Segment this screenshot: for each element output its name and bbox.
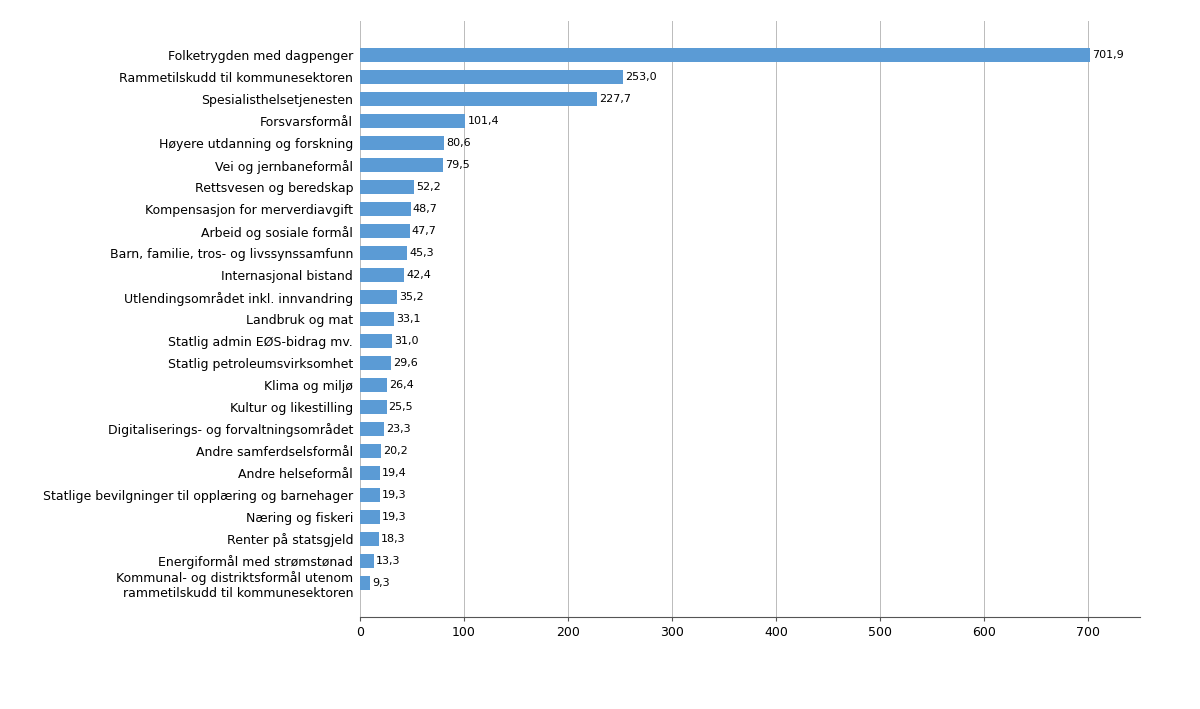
Bar <box>360 532 379 546</box>
Text: 25,5: 25,5 <box>389 402 413 412</box>
Bar <box>360 268 404 282</box>
Text: 19,3: 19,3 <box>382 490 407 500</box>
Text: 35,2: 35,2 <box>398 292 424 302</box>
Bar <box>360 312 395 326</box>
Text: 29,6: 29,6 <box>392 358 418 368</box>
Bar <box>360 158 443 172</box>
Text: 80,6: 80,6 <box>446 138 470 148</box>
Text: 701,9: 701,9 <box>1092 50 1124 60</box>
Text: 48,7: 48,7 <box>413 204 438 214</box>
Bar <box>360 400 386 414</box>
Text: 227,7: 227,7 <box>599 94 631 104</box>
Text: 19,3: 19,3 <box>382 512 407 522</box>
Text: 9,3: 9,3 <box>372 578 389 588</box>
Bar <box>360 246 407 260</box>
Text: 31,0: 31,0 <box>395 336 419 346</box>
Bar <box>360 180 414 194</box>
Text: 101,4: 101,4 <box>468 116 499 126</box>
Bar <box>360 136 444 150</box>
Text: 33,1: 33,1 <box>396 314 421 324</box>
Bar <box>360 510 380 524</box>
Text: 79,5: 79,5 <box>445 160 469 170</box>
Text: 45,3: 45,3 <box>409 248 434 258</box>
Bar <box>360 334 392 348</box>
Bar <box>360 467 380 480</box>
Bar <box>360 290 397 304</box>
Text: 19,4: 19,4 <box>383 468 407 478</box>
Bar <box>360 356 391 370</box>
Text: 26,4: 26,4 <box>390 380 414 390</box>
Bar <box>360 378 388 392</box>
Bar <box>360 92 596 106</box>
Text: 42,4: 42,4 <box>406 270 431 280</box>
Text: 18,3: 18,3 <box>382 534 406 544</box>
Bar <box>360 444 382 458</box>
Text: 13,3: 13,3 <box>376 556 401 566</box>
Bar <box>360 114 466 128</box>
Bar <box>360 422 384 436</box>
Text: 20,2: 20,2 <box>383 446 408 456</box>
Bar <box>360 554 374 568</box>
Text: 52,2: 52,2 <box>416 182 442 192</box>
Bar <box>360 576 370 590</box>
Bar <box>360 48 1090 62</box>
Text: 23,3: 23,3 <box>386 424 410 434</box>
Bar <box>360 489 380 502</box>
Bar <box>360 70 623 84</box>
Bar <box>360 202 410 216</box>
Text: 253,0: 253,0 <box>625 72 656 82</box>
Bar <box>360 224 409 238</box>
Text: 47,7: 47,7 <box>412 226 437 236</box>
